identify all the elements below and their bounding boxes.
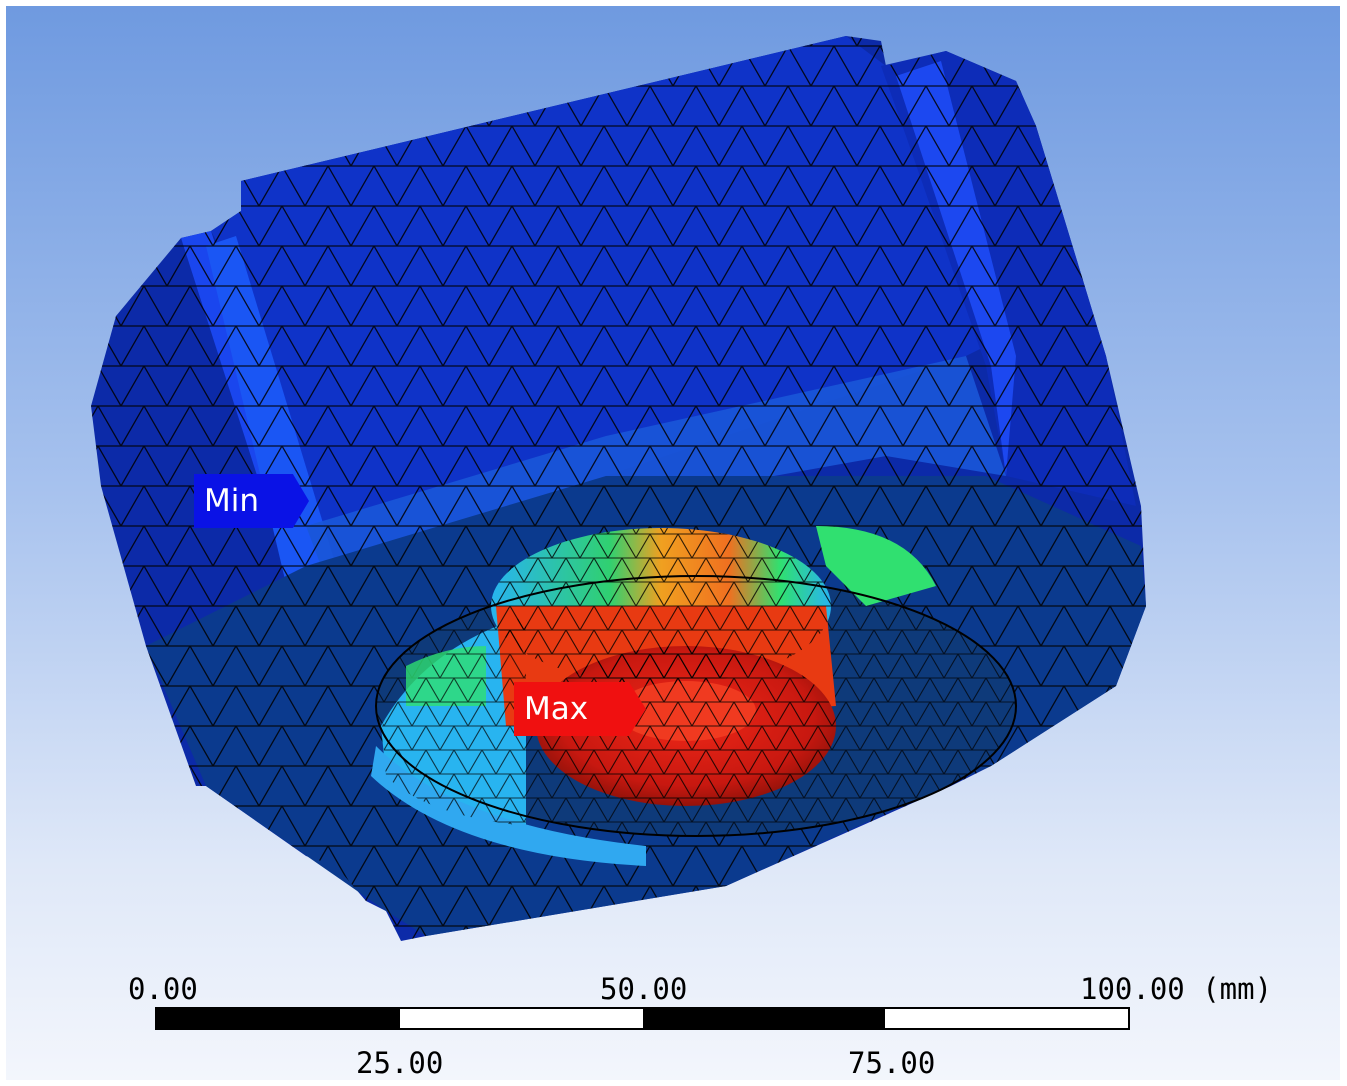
scale-tick-100: 100.00 (mm) [1080,972,1273,1006]
scale-tick-25: 25.00 [356,1046,444,1080]
fea-model[interactable] [6,6,1340,1080]
max-probe-label[interactable]: Max [514,682,646,736]
scale-segment [399,1009,643,1028]
scale-tick-0: 0.00 [128,972,198,1006]
scale-segment [642,1009,886,1028]
scale-tick-75: 75.00 [848,1046,936,1080]
graphics-viewport[interactable]: Min Max [6,6,1340,1080]
min-probe-label[interactable]: Min [194,474,309,528]
scale-segment [885,1009,1128,1028]
scale-tick-50: 50.00 [600,972,688,1006]
scale-bar [155,1007,1130,1030]
scale-segment [157,1009,400,1028]
